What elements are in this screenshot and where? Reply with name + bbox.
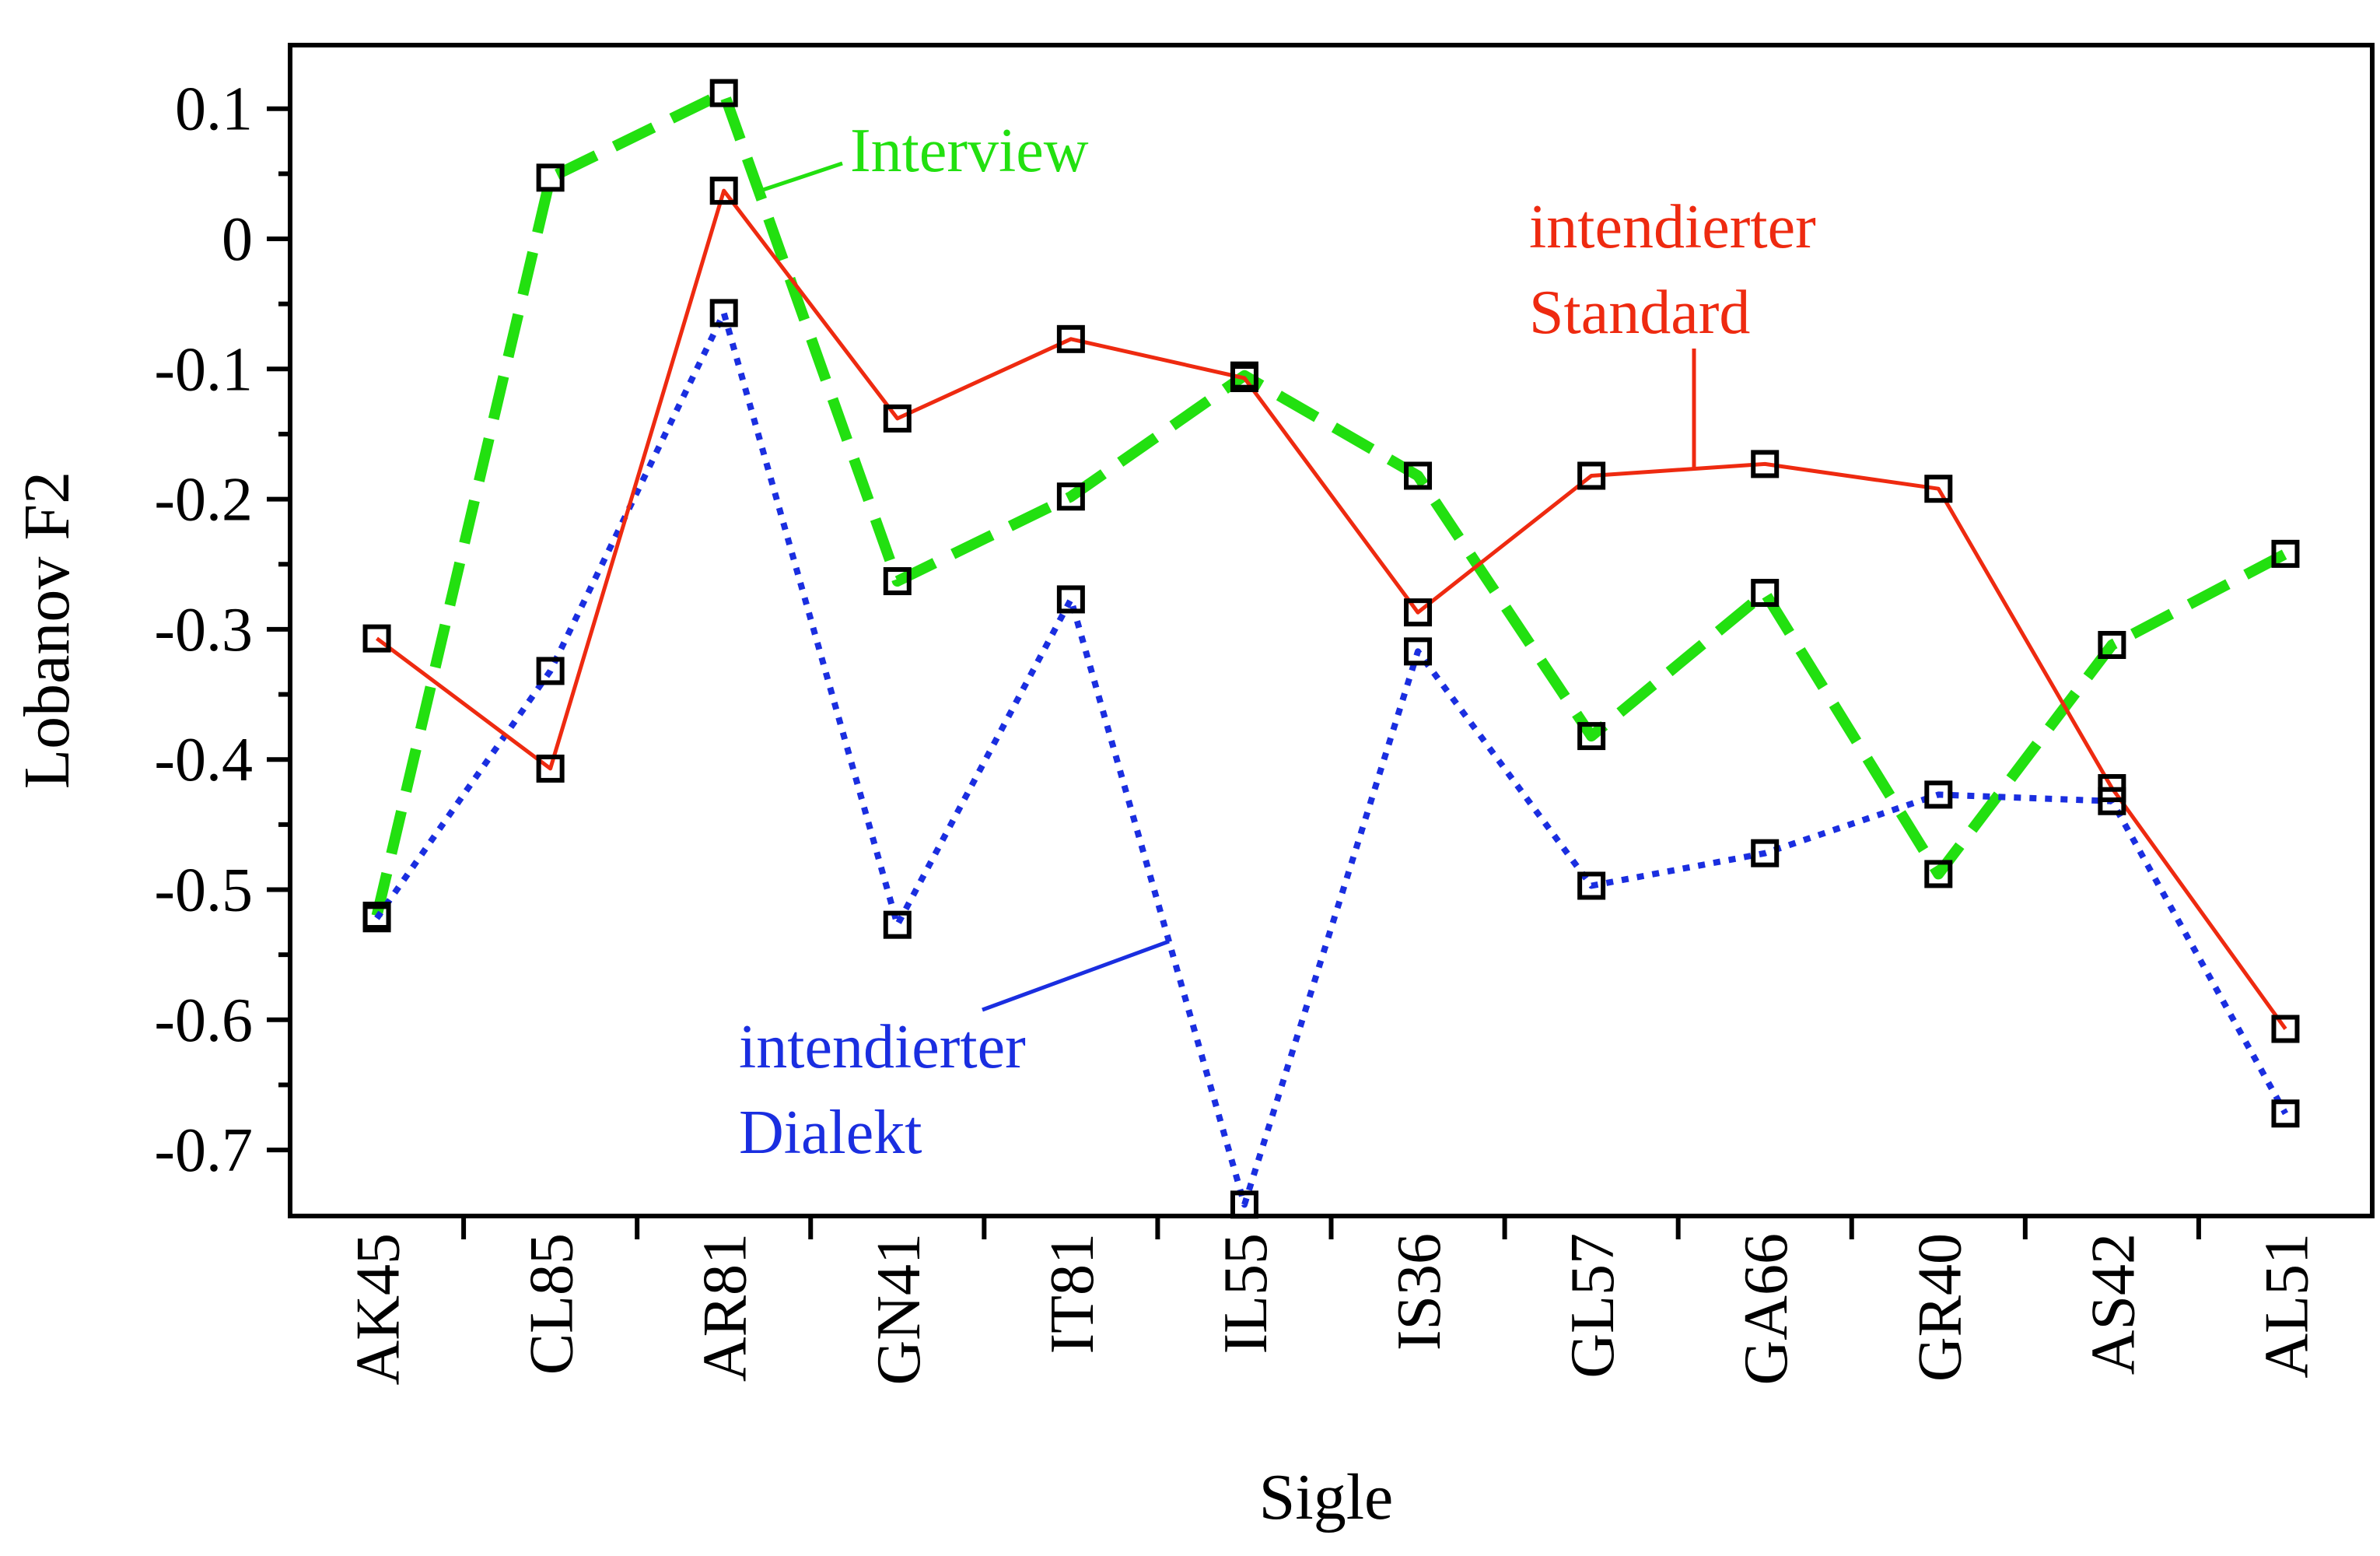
y-tick-label: -0.7	[154, 1116, 253, 1185]
data-point	[1404, 598, 1433, 627]
x-tick-label: GN41	[865, 1233, 933, 1386]
data-point	[1924, 860, 1953, 888]
x-axis: AK45 CL85 AR81 GN41 IT81 IL55 IS36 GL57 GA66 GR40…	[345, 1216, 2321, 1386]
series-line-intendierter-standard	[376, 188, 2287, 1030]
y-tick-label: -0.4	[154, 726, 253, 794]
dialekt-leader-line	[982, 939, 1170, 1012]
x-tick-label: AL51	[2252, 1233, 2321, 1379]
data-point	[883, 566, 912, 595]
data-point	[1056, 324, 1085, 353]
series-line-interview	[371, 87, 2288, 917]
data-point	[2098, 787, 2126, 815]
data-point	[1924, 780, 1953, 809]
interview-leader-line	[760, 161, 843, 193]
annotations: Interview intendierter Standard intendie…	[739, 117, 1816, 1167]
y-tick-label: 0	[222, 205, 253, 274]
data-point	[362, 904, 391, 933]
data-point	[2098, 630, 2126, 659]
data-point	[1056, 482, 1085, 511]
y-tick-label: 0.1	[175, 75, 253, 144]
data-point	[1230, 1190, 1258, 1219]
y-axis-title: Lobanov F2	[11, 471, 83, 789]
x-tick-label: CL85	[518, 1233, 586, 1375]
data-point	[883, 910, 912, 939]
data-point	[362, 624, 391, 653]
data-point	[1056, 585, 1085, 614]
y-tick-label: -0.5	[154, 857, 253, 925]
y-tick-label: -0.1	[154, 335, 253, 404]
x-tick-label: IS36	[1385, 1233, 1454, 1351]
dialekt-annotation-line2: Dialekt	[739, 1099, 922, 1167]
data-point	[1751, 450, 1780, 478]
dialekt-annotation-line1: intendierter	[739, 1013, 1026, 1081]
x-axis-title: Sigle	[1259, 1461, 1394, 1533]
standard-annotation-line2: Standard	[1529, 279, 1750, 347]
data-point	[2271, 1015, 2300, 1043]
x-tick-label: GL57	[1559, 1233, 1627, 1379]
y-tick-label: -0.2	[154, 466, 253, 534]
data-point	[1577, 461, 1606, 490]
data-point	[1404, 461, 1433, 490]
x-tick-label: AS42	[2079, 1233, 2147, 1375]
data-point	[1230, 364, 1258, 393]
data-point	[1577, 871, 1606, 900]
y-tick-label: -0.6	[154, 987, 253, 1055]
y-axis: 0.1 0 -0.1 -0.2 -0.3 -0.4 -0.5 -0.6 -0.7	[154, 75, 290, 1185]
series-line-intendierter-dialekt	[374, 310, 2288, 1208]
plot-frame	[288, 43, 2375, 1218]
y-tick-label: -0.3	[154, 596, 253, 664]
x-tick-label: AR81	[691, 1233, 760, 1382]
data-point	[883, 404, 912, 433]
x-tick-label: IL55	[1212, 1233, 1280, 1354]
data-point	[709, 177, 738, 205]
data-point	[1404, 637, 1433, 666]
data-point	[536, 754, 565, 783]
series-lines	[371, 87, 2288, 1208]
data-markers	[362, 79, 2300, 1219]
standard-annotation-line1: intendierter	[1529, 193, 1816, 261]
data-point	[1577, 722, 1606, 751]
interview-annotation: Interview	[850, 117, 1089, 185]
data-point	[709, 79, 738, 107]
x-tick-label: AK45	[345, 1233, 413, 1386]
data-point	[536, 163, 565, 192]
x-tick-label: GR40	[1906, 1233, 1974, 1382]
data-point	[2271, 1099, 2300, 1128]
data-point	[536, 657, 565, 685]
data-point	[1751, 579, 1780, 608]
data-point	[709, 299, 738, 328]
data-point	[1924, 475, 1953, 503]
data-point	[1751, 839, 1780, 867]
x-tick-label: GA66	[1732, 1233, 1801, 1386]
x-tick-label: IT81	[1038, 1233, 1107, 1354]
data-point	[2271, 539, 2300, 568]
